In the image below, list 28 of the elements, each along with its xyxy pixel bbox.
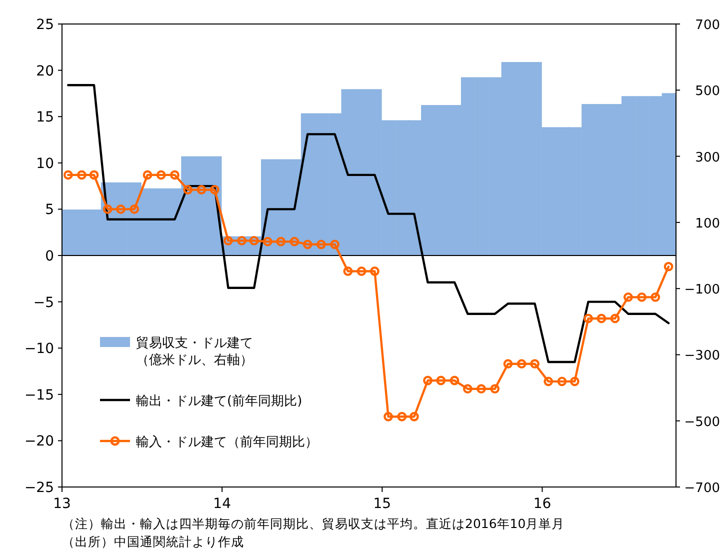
y2-tick-label: 100 xyxy=(695,216,720,232)
y2-tick-label: −700 xyxy=(684,481,720,496)
y-tick-label: 20 xyxy=(36,63,54,80)
y-tick-label: 10 xyxy=(36,156,54,172)
y-tick-label: −20 xyxy=(24,434,54,450)
y-tick-label: 15 xyxy=(36,110,54,126)
y2-tick-label: 500 xyxy=(695,84,720,100)
y2-tick-label: −300 xyxy=(684,348,720,364)
y-tick-label: −5 xyxy=(33,294,54,311)
y-tick-label: −15 xyxy=(24,387,54,404)
legend-label: 輸入・ドル建て（前年同期比） xyxy=(136,435,318,450)
y2-tick-label: 700 xyxy=(695,18,720,33)
text: （注）輸出・輸入は四半期毎の前年同期比、貿易収支は平均。直近は2016年10月単月 xyxy=(62,516,565,531)
y-tick-label: 25 xyxy=(36,17,54,33)
y-tick-label: 0 xyxy=(45,248,54,264)
y2-tick-label: 300 xyxy=(695,150,720,166)
y-tick-label: −10 xyxy=(24,341,54,358)
legend-label: 輸出・ドル建て(前年同期比) xyxy=(136,394,302,409)
x-tick-label: 16 xyxy=(533,496,552,512)
y-tick-label: 5 xyxy=(45,202,54,218)
text: （出所）中国通関統計より作成 xyxy=(62,534,244,549)
legend-label: 貿易収支・ドル建て（億米ドル、右軸） xyxy=(136,336,253,368)
x-tick-label: 13 xyxy=(53,496,71,512)
y-tick-label: −25 xyxy=(24,480,54,496)
y2-tick-label: −500 xyxy=(684,414,720,430)
x-tick-label: 14 xyxy=(213,496,232,512)
x-tick-label: 15 xyxy=(373,496,392,512)
y2-tick-label: −100 xyxy=(684,282,720,298)
